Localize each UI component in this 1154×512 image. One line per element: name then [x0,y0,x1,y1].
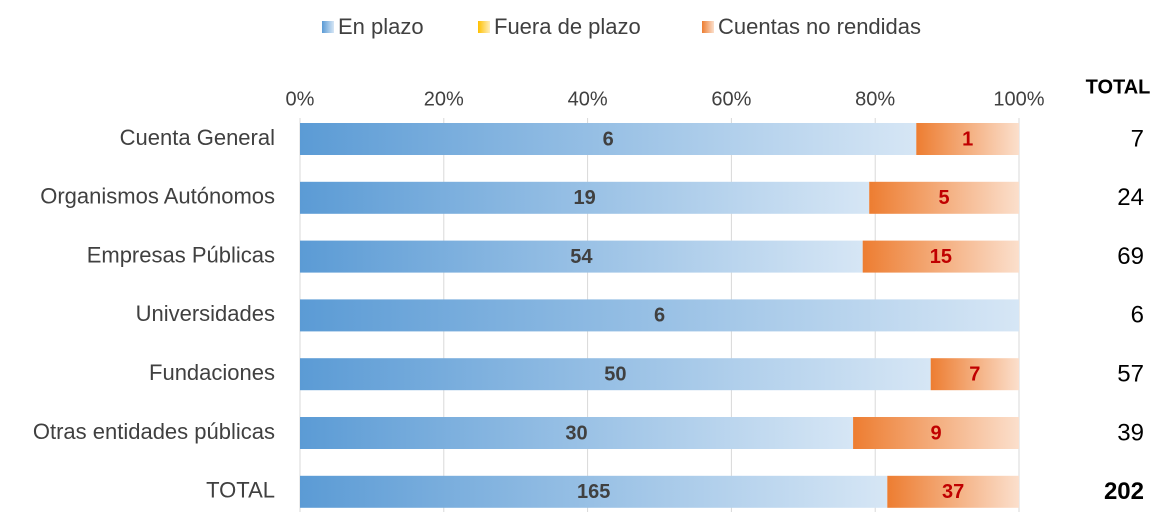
data-label: 165 [577,481,610,503]
bar-segment [869,181,1019,214]
bar-segment [300,475,888,508]
bar-segment [862,240,1019,273]
legend-label: Cuentas no rendidas [718,14,921,39]
x-tick-label: 20% [424,88,464,110]
bar-segment [300,181,870,214]
data-label: 6 [654,305,665,327]
x-tick-label: 80% [855,88,895,110]
total-value: 7 [1131,125,1144,152]
bar-segment [300,123,917,155]
data-label: 6 [603,128,614,150]
bar-segment [300,417,854,449]
data-label: 54 [570,246,593,268]
bar-segment [887,475,1019,508]
legend-label: Fuera de plazo [494,14,641,39]
x-tick-label: 100% [993,88,1044,110]
total-value: 6 [1131,302,1144,329]
data-label: 5 [939,187,950,209]
x-tick-label: 60% [711,88,751,110]
x-tick-label: 40% [568,88,608,110]
data-label: 1 [962,128,973,150]
data-label: 50 [604,363,626,385]
bar-segment [300,240,863,273]
legend-swatch [478,21,490,33]
y-tick-label: Fundaciones [149,360,275,385]
total-value: 69 [1117,243,1144,270]
total-value: 57 [1117,361,1144,388]
totals-header: TOTAL [1086,76,1151,98]
bar-segment [930,358,1019,391]
legend-swatch [702,21,714,33]
bar-segment [300,358,931,391]
x-tick-label: 0% [286,88,315,110]
y-tick-label: Cuenta General [120,125,275,150]
data-label: 9 [930,422,941,444]
y-tick-label: Organismos Autónomos [40,184,275,209]
data-label: 30 [565,422,587,444]
data-label: 15 [930,246,952,268]
total-value: 202 [1104,478,1144,505]
legend-label: En plazo [338,14,424,39]
y-tick-label: TOTAL [206,478,275,503]
total-value: 24 [1117,184,1144,211]
legend-swatch [322,21,334,33]
bar-segment [853,417,1019,449]
data-label: 7 [969,363,980,385]
data-label: 37 [942,481,964,503]
bar-segment [916,123,1019,155]
bar-segment [300,299,1019,332]
y-tick-label: Otras entidades públicas [33,419,275,444]
data-label: 19 [573,187,595,209]
y-tick-label: Universidades [136,301,275,326]
total-value: 39 [1117,419,1144,446]
y-tick-label: Empresas Públicas [87,242,275,267]
